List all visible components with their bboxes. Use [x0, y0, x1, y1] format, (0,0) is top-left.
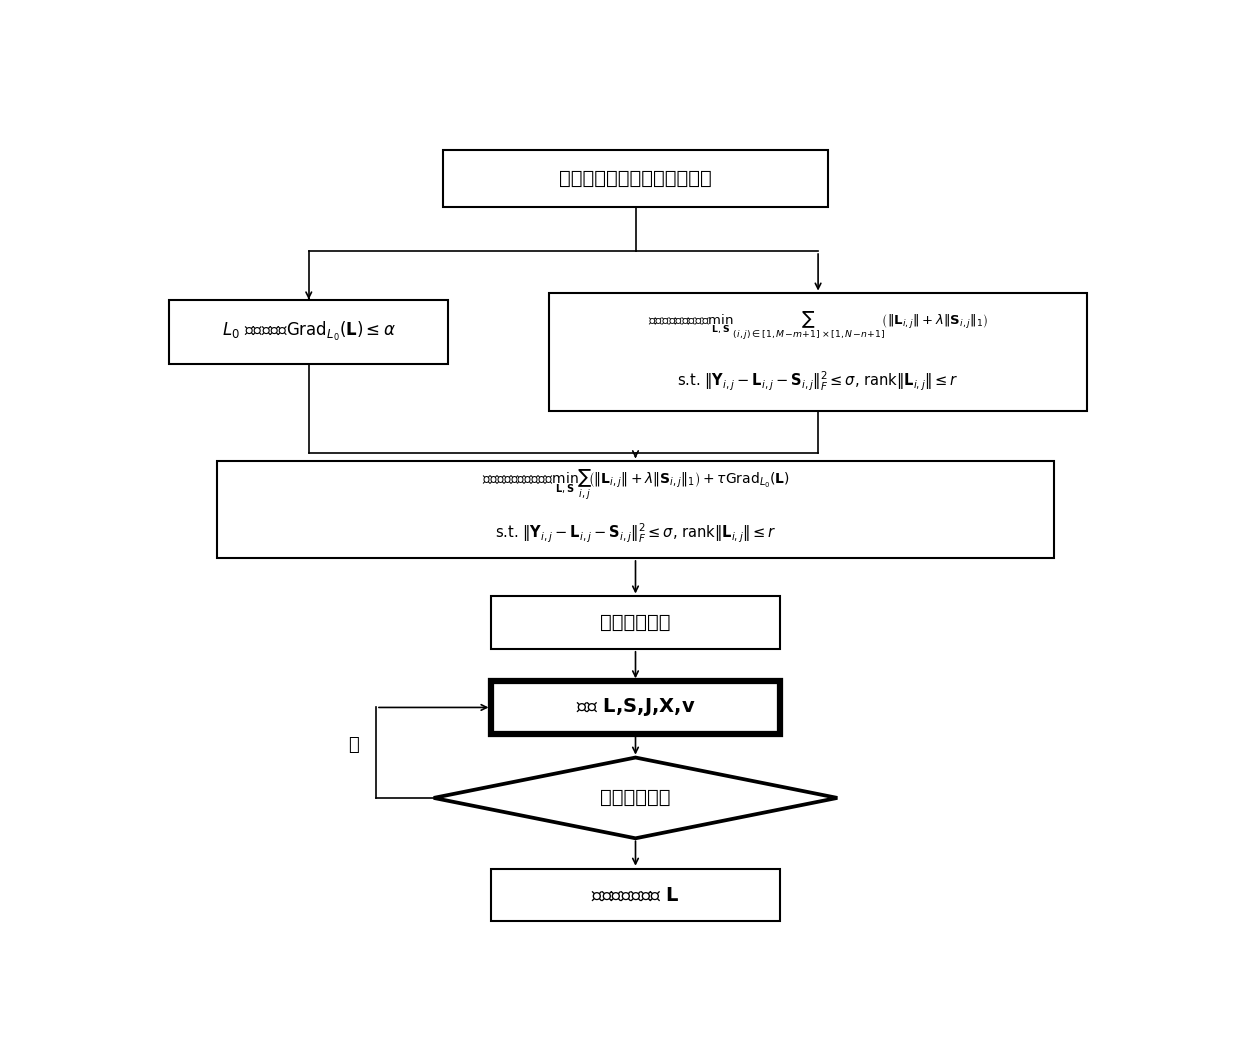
Text: 得到干净的数据 $\mathbf{L}$: 得到干净的数据 $\mathbf{L}$	[591, 885, 680, 904]
Bar	[491, 597, 780, 649]
Text: 结合在同一个模型中：$\underset{\mathbf{L},\mathbf{S}}{\min}\sum_{i,j}\!\left(\|\mathbf{L}_: 结合在同一个模型中：$\underset{\mathbf{L},\mathbf{…	[481, 468, 790, 502]
Bar	[491, 681, 780, 733]
Bar	[170, 300, 448, 364]
Text: 设定变量初值: 设定变量初值	[600, 613, 671, 633]
Text: 获取图像，计算图像梯度矩阵: 获取图像，计算图像梯度矩阵	[559, 169, 712, 188]
Bar	[491, 869, 780, 921]
Text: 否: 否	[348, 735, 358, 753]
Text: s.t. $\|\mathbf{Y}_{i,j}-\mathbf{L}_{i,j}-\mathbf{S}_{i,j}\|_F^2 \leq \sigma$, r: s.t. $\|\mathbf{Y}_{i,j}-\mathbf{L}_{i,j…	[495, 522, 776, 545]
Bar	[444, 150, 828, 207]
Polygon shape	[434, 757, 837, 838]
Text: 求解 $\mathbf{L}$,$\mathbf{S}$,$\mathbf{J}$,$\mathbf{X}$,$\mathbf{v}$: 求解 $\mathbf{L}$,$\mathbf{S}$,$\mathbf{J}…	[575, 697, 696, 719]
Text: s.t. $\|\mathbf{Y}_{i,j}-\mathbf{L}_{i,j}-\mathbf{S}_{i,j}\|_F^2 \leq \sigma$, r: s.t. $\|\mathbf{Y}_{i,j}-\mathbf{L}_{i,j…	[677, 369, 959, 392]
Bar	[217, 462, 1054, 558]
Text: 判断是否收敛: 判断是否收敛	[600, 789, 671, 808]
Bar	[549, 294, 1087, 410]
Text: $L_0$ 梯度约束：$\mathrm{Grad}_{L_0}(\mathbf{L}) \leq \alpha$: $L_0$ 梯度约束：$\mathrm{Grad}_{L_0}(\mathbf{…	[222, 320, 396, 343]
Text: 局部低秩约束模型：$\underset{\mathbf{L},\mathbf{S}}{\min}\underset{(i,j)\in[1,M\!-\!m\!+\: 局部低秩约束模型：$\underset{\mathbf{L},\mathbf{S…	[647, 309, 988, 342]
